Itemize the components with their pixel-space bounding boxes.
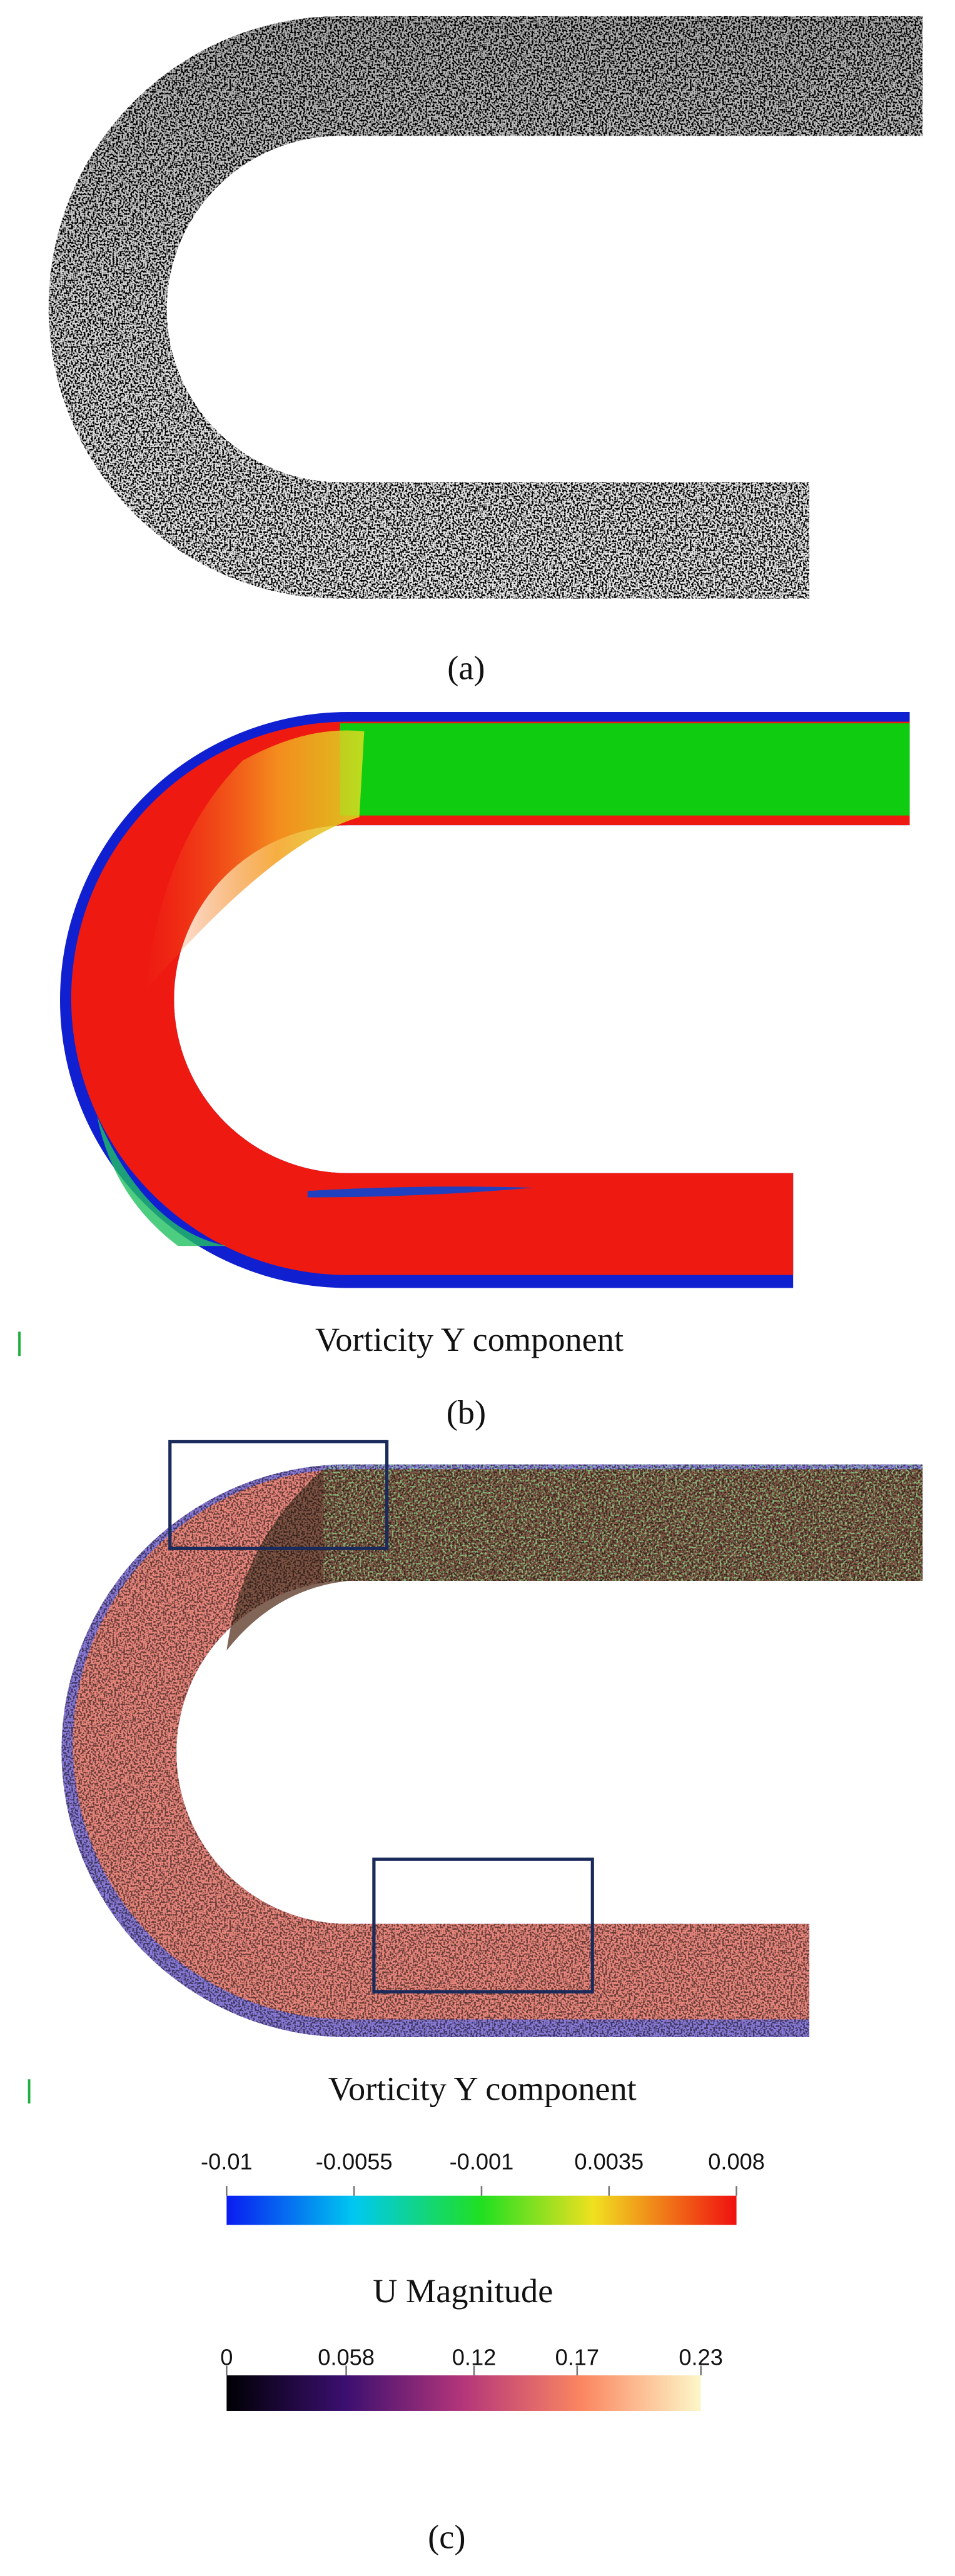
colorbar-tick-label: 0.12 [452,2345,496,2370]
colorbar-tick-label: -0.001 [450,2148,514,2174]
colorbar-tick-label: 0 [220,2345,233,2370]
colorbar-title: U Magnitude [373,2272,553,2310]
panel-a-image [48,16,923,599]
colorbar-tick-label: 0.0035 [574,2148,644,2174]
panel-label: (b) [447,1393,486,1431]
panel-caption: Vorticity Y component [328,2070,637,2107]
panel-caption: Vorticity Y component [315,1321,624,1358]
panel-label: (a) [447,649,485,687]
colorbar-tick-label: 0.23 [679,2345,722,2370]
colorbar-tick-label: 0.058 [318,2345,375,2370]
colorbar-tick-label: -0.01 [201,2148,253,2174]
colorbar-tick-label: 0.008 [708,2148,765,2174]
panel-b-image [59,711,910,1288]
colorbar [226,2195,737,2225]
panel-c-image [61,1440,923,2038]
panel-label: (c) [428,2518,465,2556]
colorbar [226,2375,701,2411]
colorbar-tick-label: 0.17 [555,2345,599,2370]
colorbar-tick-label: -0.0055 [316,2148,393,2174]
